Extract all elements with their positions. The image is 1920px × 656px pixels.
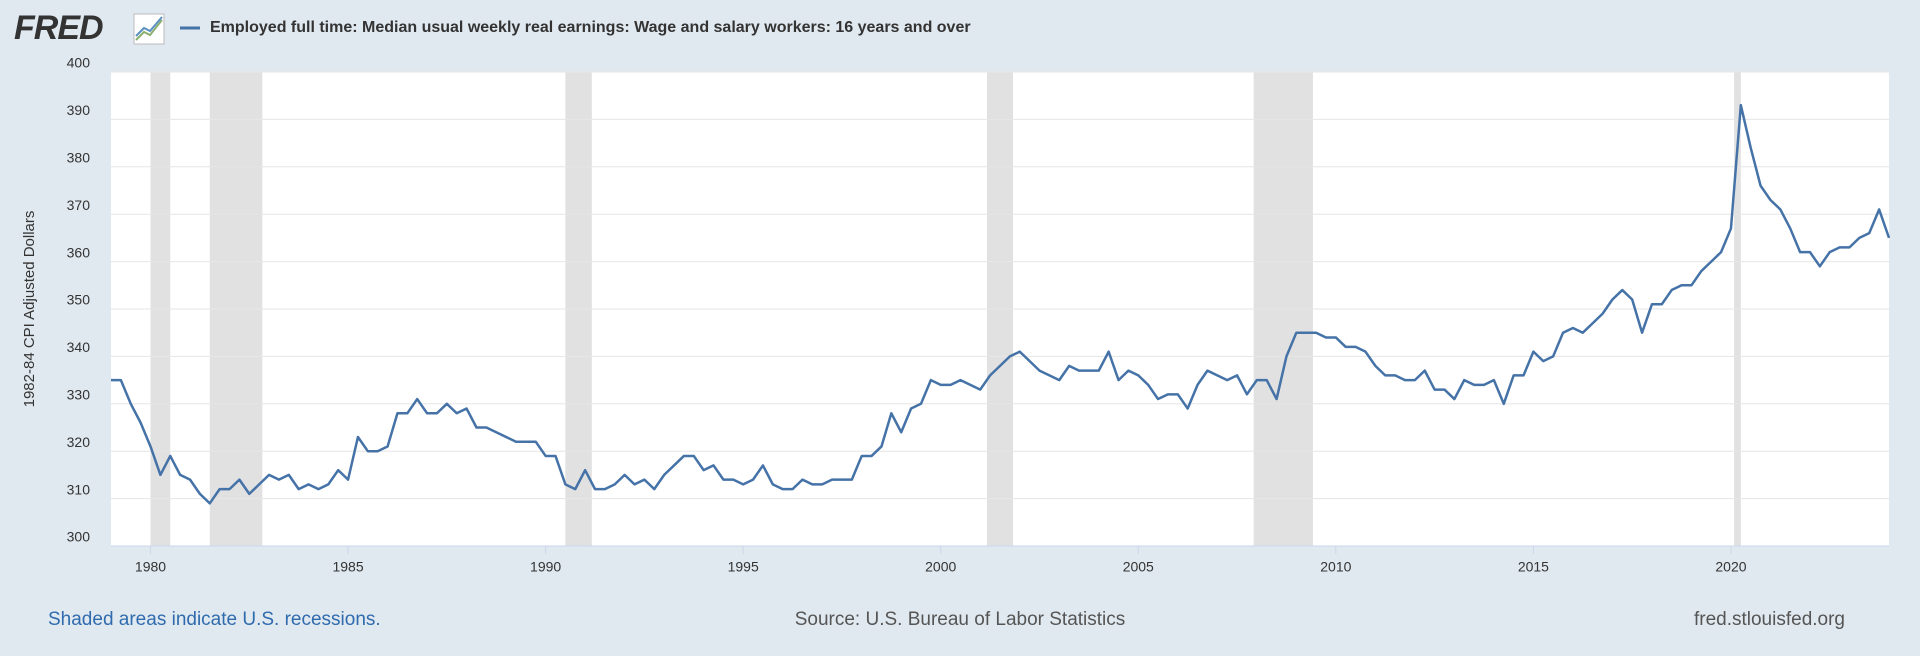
series-line <box>111 103 1891 505</box>
y-tick-label: 380 <box>67 150 91 166</box>
y-tick-label: 400 <box>67 55 91 71</box>
y-tick-label: 300 <box>67 529 91 545</box>
x-tick-label: 2010 <box>1320 559 1351 575</box>
x-tick-label: 2005 <box>1123 559 1154 575</box>
x-tick-label: 2020 <box>1715 559 1746 575</box>
legend-label: Employed full time: Median usual weekly … <box>210 19 971 36</box>
y-tick-label: 360 <box>67 244 91 260</box>
site-url[interactable]: fred.stlouisfed.org <box>1694 609 1845 630</box>
y-tick-label: 340 <box>67 339 91 355</box>
x-tick-label: 1995 <box>728 559 759 575</box>
source: Source: U.S. Bureau of Labor Statistics <box>795 609 1126 630</box>
y-tick-label: 350 <box>67 292 91 308</box>
y-tick-label: 370 <box>67 197 91 213</box>
x-tick-label: 2000 <box>925 559 956 575</box>
logo-icon <box>133 13 165 45</box>
recession-note[interactable]: Shaded areas indicate U.S. recessions. <box>48 609 381 630</box>
y-tick-label: 310 <box>67 481 91 497</box>
x-tick-label: 2015 <box>1518 559 1549 575</box>
logo[interactable]: FRED <box>14 9 104 47</box>
y-tick-label: 330 <box>67 387 91 403</box>
y-axis-label: 1982-84 CPI Adjusted Dollars <box>21 211 38 408</box>
x-tick-label: 1985 <box>332 559 363 575</box>
y-tick-label: 390 <box>67 102 91 118</box>
x-tick-label: 1990 <box>530 559 561 575</box>
y-tick-label: 320 <box>67 434 91 450</box>
x-tick-label: 1980 <box>135 559 166 575</box>
